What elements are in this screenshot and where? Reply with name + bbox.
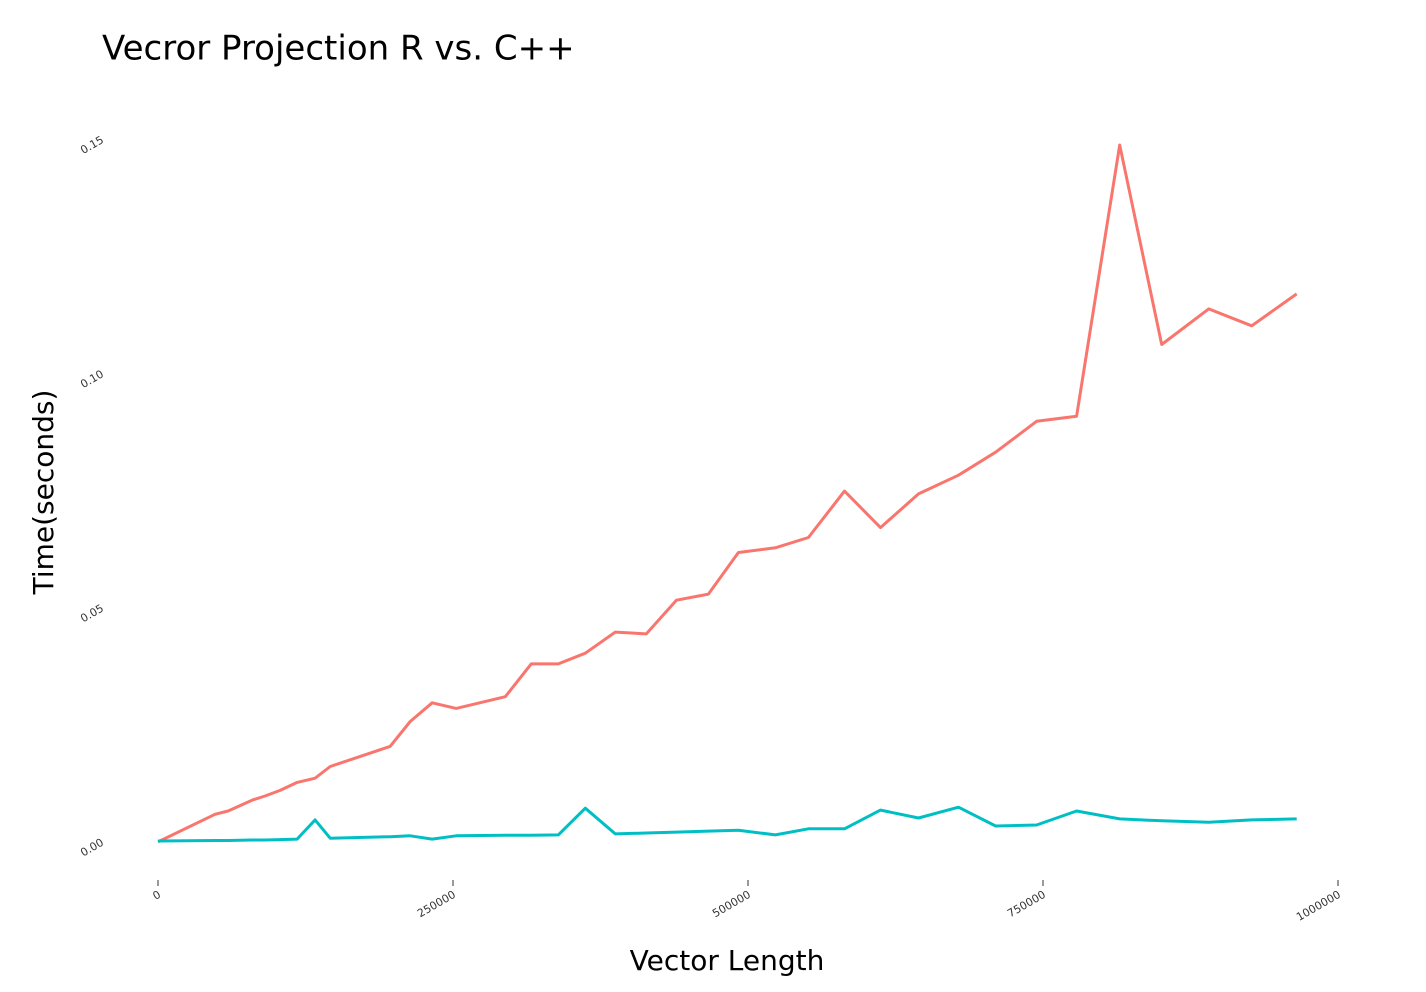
series-line [157,805,1297,843]
x-tick-label: 750000 [1005,888,1048,920]
y-tick-label: 0.00 [78,836,106,860]
chart-title: Vecror Projection R vs. C++ [102,29,575,69]
y-tick-label: 0.15 [78,133,106,157]
x-tick-label: 0 [150,888,163,903]
y-tick-label: 0.10 [78,367,106,391]
x-tick-label: 500000 [710,888,753,920]
x-axis-label: Vector Length [630,944,825,977]
y-tick-label: 0.05 [78,602,106,626]
x-tick-label: 1000000 [1294,888,1343,924]
x-tick-label: 250000 [415,888,458,920]
series-line [157,143,1298,844]
y-axis-label: Time(seconds) [27,390,60,596]
